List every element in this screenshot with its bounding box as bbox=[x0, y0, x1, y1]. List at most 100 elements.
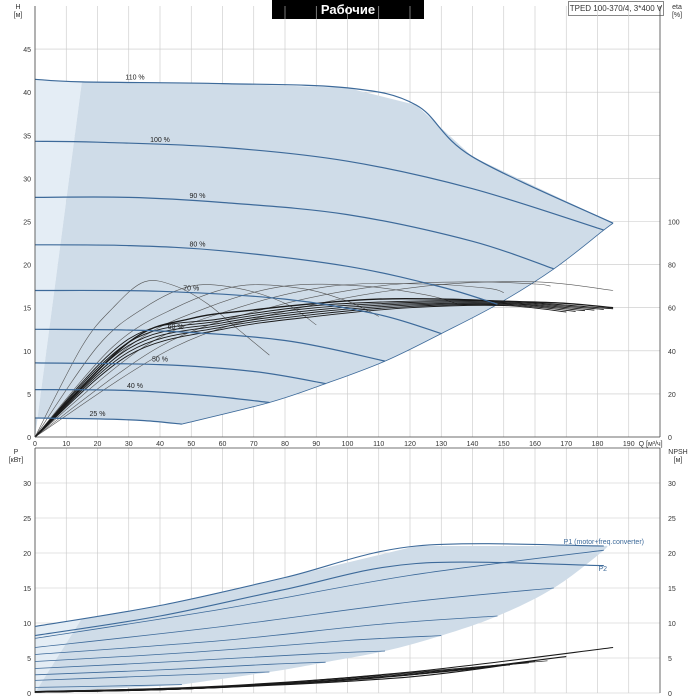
power-y-tick-label: 15 bbox=[23, 586, 31, 593]
head-curve bbox=[34, 140, 604, 231]
head-x-tick-label: 60 bbox=[219, 441, 227, 448]
head-curve bbox=[34, 289, 442, 335]
head-x-tick-label: 170 bbox=[560, 441, 572, 448]
power-curve bbox=[34, 615, 498, 655]
eta-tick-label: 40 bbox=[668, 349, 676, 356]
eta-tick-label: 100 bbox=[668, 220, 680, 227]
npsh-tick-label: 5 bbox=[668, 656, 672, 663]
power-y-tick-label: 25 bbox=[23, 516, 31, 523]
head-curve bbox=[34, 328, 386, 362]
head-x-tick-label: 160 bbox=[529, 441, 541, 448]
head-curve-label: 40 % bbox=[127, 383, 143, 390]
npsh-curve bbox=[34, 660, 536, 693]
head-x-tick-label: 20 bbox=[94, 441, 102, 448]
power-series-curve bbox=[34, 543, 604, 628]
head-y-axis-unit: [м] bbox=[14, 12, 23, 19]
head-curve bbox=[34, 362, 326, 385]
npsh-tick-label: 10 bbox=[668, 621, 676, 628]
power-y-tick-label: 10 bbox=[23, 621, 31, 628]
head-curve-label: 80 % bbox=[190, 241, 206, 248]
head-curve-label: 50 % bbox=[152, 357, 168, 364]
head-x-tick-label: 30 bbox=[125, 441, 133, 448]
power-y-tick-label: 30 bbox=[23, 481, 31, 488]
efficiency-curve bbox=[34, 283, 457, 438]
head-y-tick-label: 30 bbox=[23, 176, 31, 183]
head-x-tick-label: 130 bbox=[435, 441, 447, 448]
head-curve-label: 25 % bbox=[90, 411, 106, 418]
efficiency-curve bbox=[34, 297, 614, 438]
head-curve-label: 110 % bbox=[125, 75, 144, 82]
head-y-tick-label: 5 bbox=[27, 392, 31, 399]
efficiency-curve-bundle bbox=[34, 303, 576, 438]
head-y-axis-label: H bbox=[15, 4, 20, 11]
npsh-tick-label: 25 bbox=[668, 516, 676, 523]
efficiency-curve bbox=[34, 281, 551, 438]
npsh-tick-label: 0 bbox=[668, 691, 672, 698]
power-curve bbox=[34, 549, 604, 639]
power-curve bbox=[34, 671, 270, 681]
npsh-curve-bundle bbox=[34, 660, 548, 693]
head-y-tick-label: 0 bbox=[27, 435, 31, 442]
head-x-tick-label: 70 bbox=[250, 441, 258, 448]
head-operating-envelope bbox=[35, 79, 614, 438]
head-x-tick-label: 0 bbox=[33, 441, 37, 448]
head-x-tick-label: 180 bbox=[592, 441, 604, 448]
head-y-tick-label: 40 bbox=[23, 90, 31, 97]
power-series-curve bbox=[34, 561, 604, 637]
head-x-tick-label: 100 bbox=[342, 441, 354, 448]
power-y-tick-label: 0 bbox=[27, 691, 31, 698]
head-y-tick-label: 20 bbox=[23, 263, 31, 270]
head-curve-label: 90 % bbox=[190, 193, 206, 200]
power-y-tick-label: 20 bbox=[23, 551, 31, 558]
head-x-axis-label: Q [м³/ч] bbox=[639, 441, 663, 448]
power-curve bbox=[34, 635, 442, 662]
head-x-tick-label: 80 bbox=[281, 441, 289, 448]
head-x-tick-label: 10 bbox=[62, 441, 70, 448]
p2-series-label: P2 bbox=[598, 566, 607, 573]
head-curve bbox=[34, 244, 498, 305]
pump-model-label: TPED 100-370/4, 3*400 V bbox=[568, 1, 664, 16]
efficiency-curve-bundle bbox=[34, 301, 604, 438]
head-y-tick-label: 15 bbox=[23, 306, 31, 313]
npsh-axis-label: NPSH bbox=[668, 449, 687, 456]
head-x-tick-label: 110 bbox=[373, 441, 384, 448]
head-y-tick-label: 45 bbox=[23, 47, 31, 54]
eta-tick-label: 60 bbox=[668, 306, 676, 313]
head-y-tick-label: 10 bbox=[23, 349, 31, 356]
power-curve bbox=[34, 650, 386, 669]
eta-axis-unit: [%] bbox=[672, 12, 682, 19]
head-x-tick-label: 40 bbox=[156, 441, 164, 448]
head-x-tick-label: 190 bbox=[623, 441, 635, 448]
head-extension-area bbox=[35, 79, 82, 438]
power-curve bbox=[34, 684, 182, 688]
head-curve-label: 60 % bbox=[168, 324, 184, 331]
head-y-tick-label: 35 bbox=[23, 133, 31, 140]
efficiency-curve-bundle bbox=[34, 302, 586, 438]
efficiency-curve-bundle bbox=[34, 300, 614, 438]
eta-tick-label: 0 bbox=[668, 435, 672, 442]
power-curve bbox=[34, 661, 326, 676]
npsh-tick-label: 20 bbox=[668, 551, 676, 558]
eta-tick-label: 20 bbox=[668, 392, 676, 399]
eta-tick-label: 80 bbox=[668, 263, 676, 270]
chart-title: Рабочие характеристики bbox=[272, 0, 424, 36]
power-y-axis-label: P bbox=[14, 449, 19, 456]
head-curve bbox=[34, 417, 182, 425]
head-x-tick-label: 140 bbox=[467, 441, 479, 448]
head-curve bbox=[34, 78, 614, 224]
head-x-tick-label: 150 bbox=[498, 441, 510, 448]
eta-axis-label: eta bbox=[672, 4, 682, 11]
efficiency-curve-bundle bbox=[34, 302, 595, 438]
power-y-axis-unit: [кВт] bbox=[9, 457, 24, 464]
efficiency-curve bbox=[34, 283, 504, 438]
head-x-tick-label: 50 bbox=[187, 441, 195, 448]
head-x-tick-label: 90 bbox=[312, 441, 320, 448]
npsh-tick-label: 30 bbox=[668, 481, 676, 488]
head-y-tick-label: 25 bbox=[23, 220, 31, 227]
head-x-tick-label: 120 bbox=[404, 441, 416, 448]
power-operating-envelope bbox=[35, 545, 608, 693]
npsh-axis-unit: [м] bbox=[674, 457, 683, 464]
efficiency-curve-bundle bbox=[34, 304, 567, 438]
